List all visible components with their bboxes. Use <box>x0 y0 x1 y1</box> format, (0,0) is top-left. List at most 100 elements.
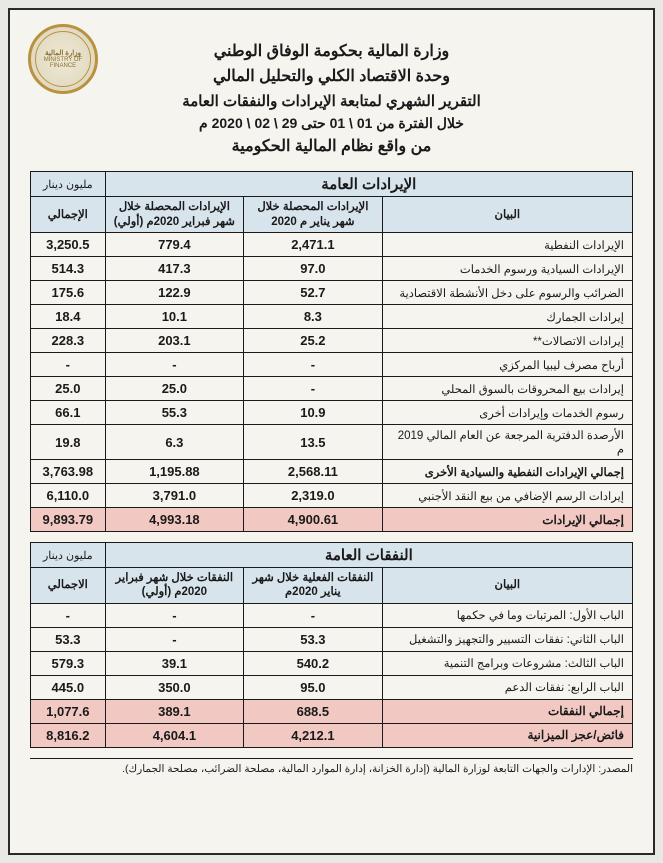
cell-value: 1,195.88 <box>105 460 244 484</box>
table-row: إيرادات الاتصالات**25.2203.1228.3 <box>31 329 633 353</box>
cell-label: الباب الأول: المرتبات وما في حكمها <box>382 603 632 627</box>
cell-value: 389.1 <box>105 699 244 723</box>
cell-value: 2,319.0 <box>244 484 383 508</box>
col-total: الاجمالي <box>31 568 106 604</box>
cell-label: الإيرادات النفطية <box>382 233 632 257</box>
expenditures-title: النفقات العامة <box>105 543 632 568</box>
cell-value: - <box>31 353 106 377</box>
cell-value: 19.8 <box>31 425 106 460</box>
cell-value: - <box>244 377 383 401</box>
cell-value: 9,893.79 <box>31 508 106 532</box>
cell-value: 39.1 <box>105 651 244 675</box>
cell-value: 3,250.5 <box>31 233 106 257</box>
table-row: إيرادات الجمارك8.310.118.4 <box>31 305 633 329</box>
col-jan: الإيرادات المحصلة خلال شهر يناير م 2020 <box>244 197 383 233</box>
cell-value: - <box>244 603 383 627</box>
cell-label: الباب الثالث: مشروعات وبرامج التنمية <box>382 651 632 675</box>
cell-value: 52.7 <box>244 281 383 305</box>
cell-value: 6.3 <box>105 425 244 460</box>
cell-value: 2,471.1 <box>244 233 383 257</box>
cell-value: 3,763.98 <box>31 460 106 484</box>
cell-label: رسوم الخدمات وإيرادات أخرى <box>382 401 632 425</box>
source-footnote: المصدر: الإدارات والجهات التابعة لوزارة … <box>30 758 633 777</box>
cell-value: 514.3 <box>31 257 106 281</box>
unit-label: مليون دينار <box>31 172 106 197</box>
cell-value: 25.0 <box>105 377 244 401</box>
col-item: البيان <box>382 568 632 604</box>
cell-label: الضرائب والرسوم على دخل الأنشطة الاقتصاد… <box>382 281 632 305</box>
ministry-seal: وزارة المالية MINISTRY OF FINANCE <box>28 24 98 94</box>
cell-value: 53.3 <box>31 627 106 651</box>
header-line-1: وزارة المالية بحكومة الوفاق الوطني <box>30 40 633 65</box>
col-item: البيان <box>382 197 632 233</box>
cell-value: 97.0 <box>244 257 383 281</box>
header-line-2: وحدة الاقتصاد الكلي والتحليل المالي <box>30 65 633 90</box>
cell-value: - <box>31 603 106 627</box>
table-row: النفقات العامة مليون دينار <box>31 543 633 568</box>
cell-value: 4,212.1 <box>244 723 383 747</box>
cell-value: 540.2 <box>244 651 383 675</box>
table-row: الأرصدة الدفترية المرجعة عن العام المالي… <box>31 425 633 460</box>
cell-value: 688.5 <box>244 699 383 723</box>
revenues-table: الإيرادات العامة مليون دينار البيان الإي… <box>30 171 633 532</box>
cell-value: 4,900.61 <box>244 508 383 532</box>
col-total: الإجمالي <box>31 197 106 233</box>
cell-label: إيرادات بيع المحروقات بالسوق المحلي <box>382 377 632 401</box>
cell-label: إجمالي الإيرادات <box>382 508 632 532</box>
table-row: البيان الإيرادات المحصلة خلال شهر يناير … <box>31 197 633 233</box>
revenues-title: الإيرادات العامة <box>105 172 632 197</box>
table-row: أرباح مصرف ليبيا المركزي--- <box>31 353 633 377</box>
cell-value: 4,993.18 <box>105 508 244 532</box>
cell-value: 8,816.2 <box>31 723 106 747</box>
cell-value: 122.9 <box>105 281 244 305</box>
table-row: الباب الأول: المرتبات وما في حكمها--- <box>31 603 633 627</box>
table-row: إيرادات بيع المحروقات بالسوق المحلي-25.0… <box>31 377 633 401</box>
cell-value: 25.2 <box>244 329 383 353</box>
cell-label: فائض/عجز الميزانية <box>382 723 632 747</box>
cell-value: 445.0 <box>31 675 106 699</box>
cell-value: 66.1 <box>31 401 106 425</box>
cell-label: إيرادات الجمارك <box>382 305 632 329</box>
unit-label: مليون دينار <box>31 543 106 568</box>
table-row: إجمالي الإيرادات النفطية والسيادية الأخر… <box>31 460 633 484</box>
surplus-deficit: فائض/عجز الميزانية 4,212.1 4,604.1 8,816… <box>31 723 633 747</box>
table-row: الإيرادات السيادية ورسوم الخدمات97.0417.… <box>31 257 633 281</box>
cell-value: 350.0 <box>105 675 244 699</box>
table-row: الباب الثالث: مشروعات وبرامج التنمية540.… <box>31 651 633 675</box>
cell-value: - <box>105 627 244 651</box>
cell-label: إجمالي النفقات <box>382 699 632 723</box>
cell-value: 4,604.1 <box>105 723 244 747</box>
page: وزارة المالية MINISTRY OF FINANCE وزارة … <box>8 8 655 855</box>
cell-value: 25.0 <box>31 377 106 401</box>
cell-value: 228.3 <box>31 329 106 353</box>
cell-value: 10.1 <box>105 305 244 329</box>
table-row: الإيرادات العامة مليون دينار <box>31 172 633 197</box>
cell-value: 10.9 <box>244 401 383 425</box>
table-row: إيرادات الرسم الإضافي من بيع النقد الأجن… <box>31 484 633 508</box>
cell-value: 95.0 <box>244 675 383 699</box>
cell-value: 55.3 <box>105 401 244 425</box>
cell-value: 175.6 <box>31 281 106 305</box>
cell-label: الباب الرابع: نفقات الدعم <box>382 675 632 699</box>
cell-value: 2,568.11 <box>244 460 383 484</box>
header-line-5: من واقع نظام المالية الحكومية <box>30 135 633 160</box>
col-feb: الإيرادات المحصلة خلال شهر فبراير 2020م … <box>105 197 244 233</box>
header-line-3: التقرير الشهري لمتابعة الإيرادات والنفقا… <box>30 90 633 113</box>
table-row: الإيرادات النفطية2,471.1779.43,250.5 <box>31 233 633 257</box>
cell-value: 6,110.0 <box>31 484 106 508</box>
expenditures-table: النفقات العامة مليون دينار البيان النفقا… <box>30 542 633 748</box>
cell-label: إيرادات الاتصالات** <box>382 329 632 353</box>
cell-value: 3,791.0 <box>105 484 244 508</box>
col-jan: النفقات الفعلية خلال شهر يناير 2020م <box>244 568 383 604</box>
cell-value: 579.3 <box>31 651 106 675</box>
cell-label: الباب الثاني: نفقات التسيير والتجهيز وال… <box>382 627 632 651</box>
cell-value: 13.5 <box>244 425 383 460</box>
table-row: الضرائب والرسوم على دخل الأنشطة الاقتصاد… <box>31 281 633 305</box>
cell-value: 203.1 <box>105 329 244 353</box>
cell-value: 779.4 <box>105 233 244 257</box>
cell-label: الأرصدة الدفترية المرجعة عن العام المالي… <box>382 425 632 460</box>
cell-label: أرباح مصرف ليبيا المركزي <box>382 353 632 377</box>
table-row: الباب الرابع: نفقات الدعم95.0350.0445.0 <box>31 675 633 699</box>
cell-value: - <box>244 353 383 377</box>
revenues-grand-total: إجمالي الإيرادات 4,900.61 4,993.18 9,893… <box>31 508 633 532</box>
